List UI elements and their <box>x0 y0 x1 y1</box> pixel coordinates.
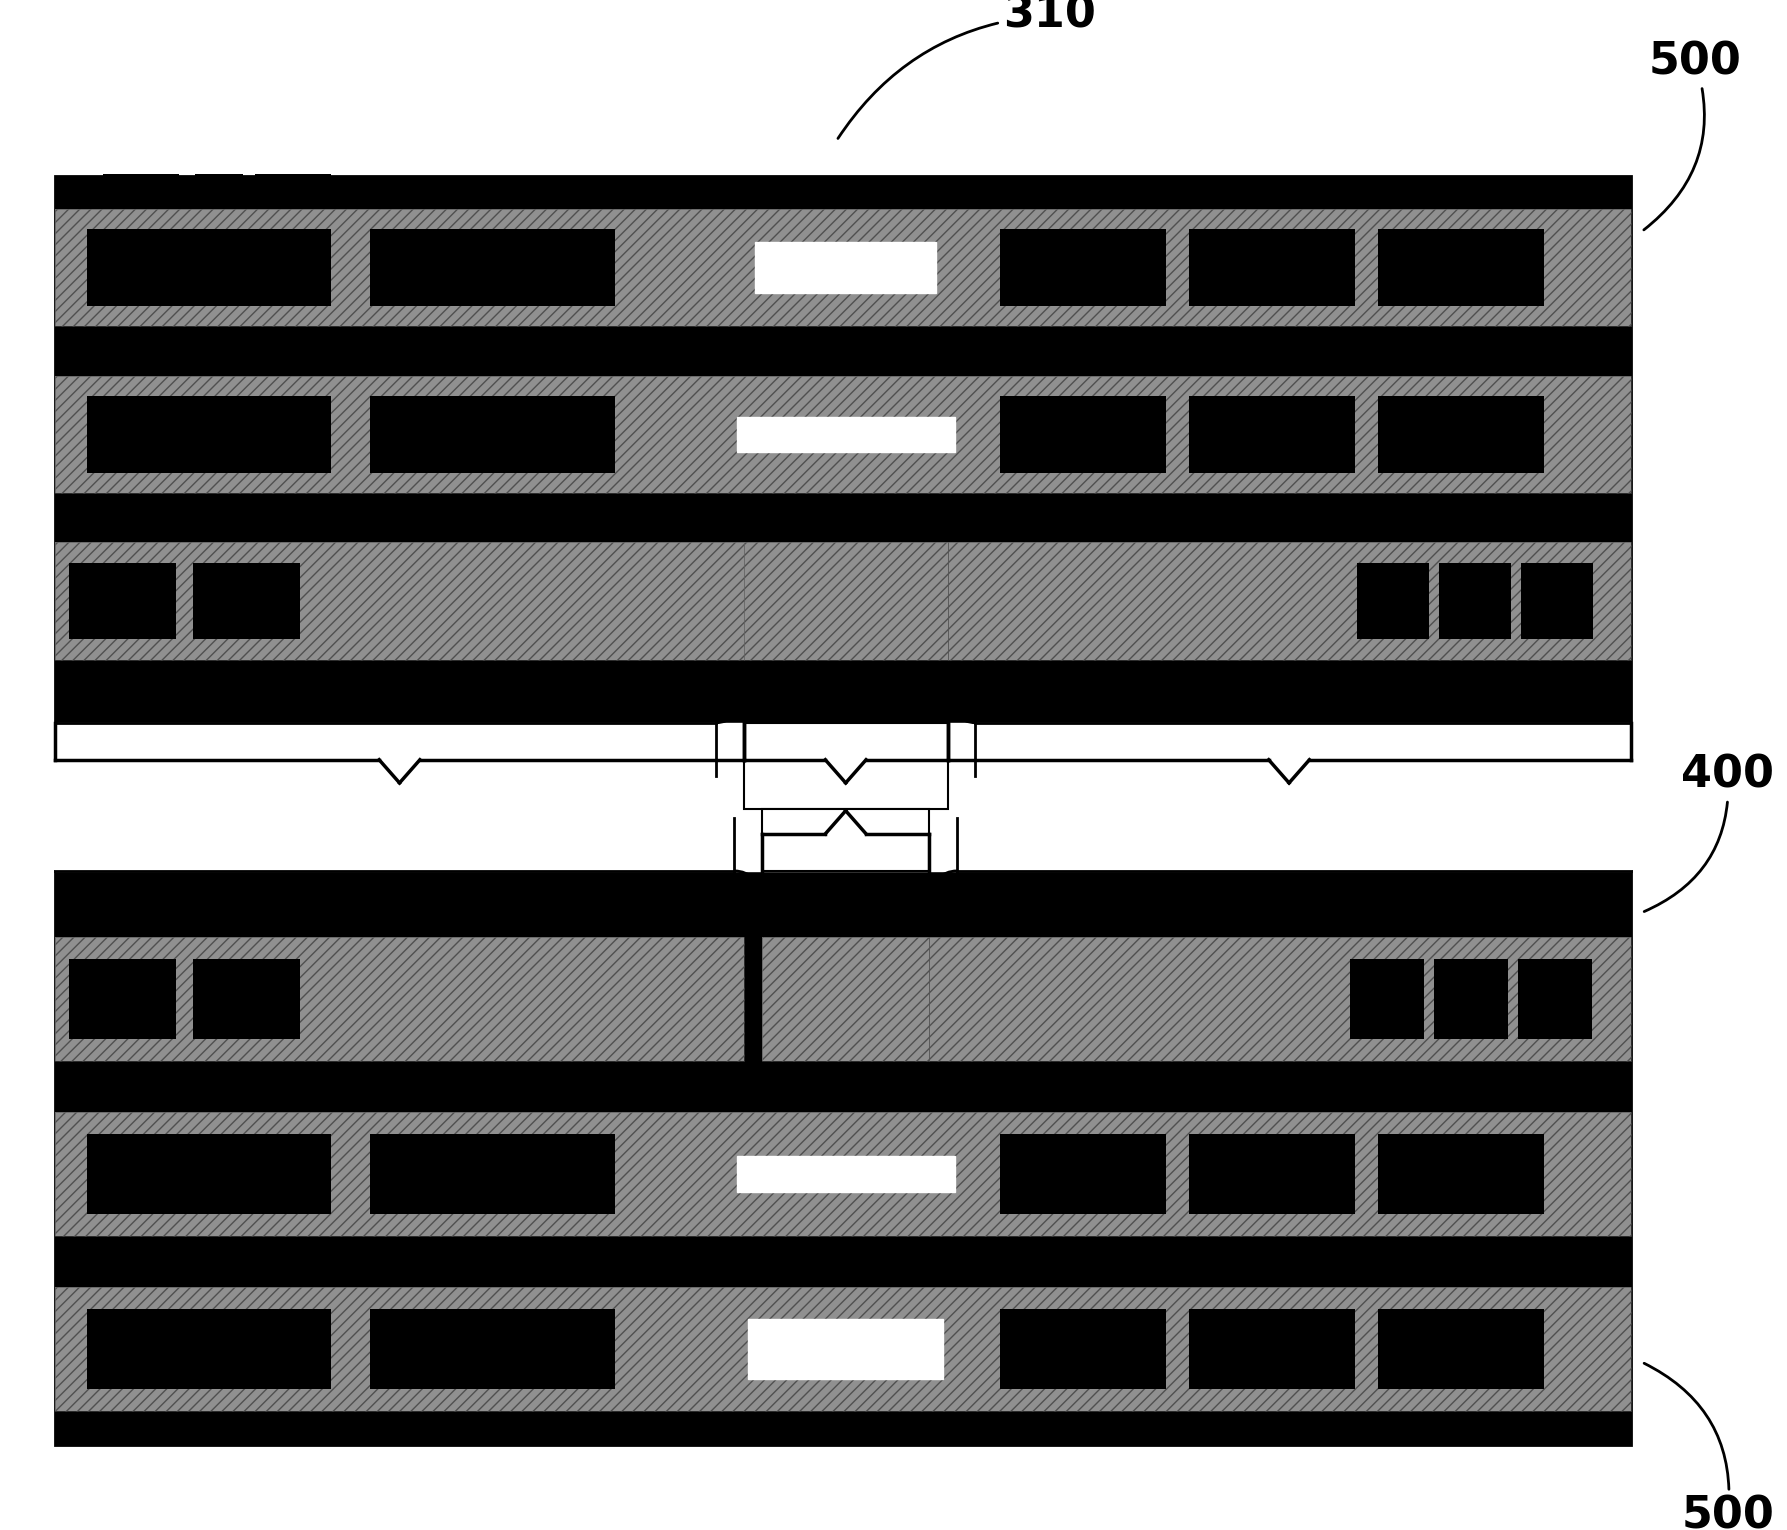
Bar <box>1001 1310 1165 1389</box>
Bar <box>763 809 929 871</box>
Text: 500: 500 <box>1644 1363 1774 1530</box>
Bar <box>763 936 929 1060</box>
Bar <box>88 396 331 473</box>
Bar <box>1190 1310 1355 1389</box>
Bar <box>55 1287 1630 1411</box>
Bar <box>1439 563 1512 640</box>
Bar <box>929 936 1630 1060</box>
Bar <box>55 176 1630 722</box>
Bar <box>55 542 743 659</box>
Bar <box>55 871 1630 1446</box>
Bar <box>55 936 743 1060</box>
Bar <box>102 1414 179 1446</box>
Bar <box>736 416 954 451</box>
Bar <box>1001 230 1165 306</box>
Bar <box>55 1112 1630 1236</box>
Bar <box>1378 230 1544 306</box>
Bar <box>55 936 743 1060</box>
Bar <box>270 1414 345 1446</box>
Bar <box>55 208 1630 326</box>
Bar <box>929 936 1630 1060</box>
Bar <box>370 1310 615 1389</box>
Bar <box>1358 563 1430 640</box>
Bar <box>195 174 243 205</box>
Text: 310: 310 <box>838 0 1095 138</box>
Bar <box>102 174 179 205</box>
Bar <box>256 174 331 205</box>
Bar <box>193 563 300 640</box>
Bar <box>55 375 1630 493</box>
Bar <box>947 542 1630 659</box>
Bar <box>1001 396 1165 473</box>
Bar <box>370 1134 615 1215</box>
Text: 110: 110 <box>347 820 452 868</box>
Bar <box>370 230 615 306</box>
Bar <box>55 1112 1630 1236</box>
Bar <box>743 542 947 659</box>
Bar <box>88 1310 331 1389</box>
Bar <box>1519 959 1592 1039</box>
Bar <box>743 722 947 809</box>
Bar <box>749 1319 944 1380</box>
Bar <box>55 722 1630 871</box>
Bar <box>1378 1310 1544 1389</box>
Bar <box>947 542 1630 659</box>
Text: 200: 200 <box>799 731 892 774</box>
Bar <box>88 230 331 306</box>
Bar <box>736 1157 954 1192</box>
Bar <box>1190 230 1355 306</box>
Bar <box>1435 959 1508 1039</box>
Bar <box>1378 396 1544 473</box>
Bar <box>200 1414 250 1446</box>
Bar <box>55 208 1630 326</box>
Text: 500: 500 <box>1644 40 1742 230</box>
Bar <box>70 563 175 640</box>
Bar <box>70 959 175 1039</box>
Text: 400: 400 <box>1644 754 1774 912</box>
Text: 200: 200 <box>793 820 897 868</box>
Bar <box>1378 1134 1544 1215</box>
Bar <box>55 542 743 659</box>
Bar <box>55 375 1630 493</box>
Bar <box>1190 1134 1355 1215</box>
Bar <box>763 936 929 1060</box>
Bar <box>1001 1134 1165 1215</box>
Bar <box>55 1287 1630 1411</box>
Bar <box>1190 396 1355 473</box>
Bar <box>88 1134 331 1215</box>
Bar <box>370 396 615 473</box>
Bar <box>1349 959 1424 1039</box>
Bar <box>193 959 300 1039</box>
Bar <box>756 242 936 294</box>
Bar <box>1521 563 1592 640</box>
Bar <box>743 542 947 659</box>
Text: 300: 300 <box>1237 820 1342 868</box>
